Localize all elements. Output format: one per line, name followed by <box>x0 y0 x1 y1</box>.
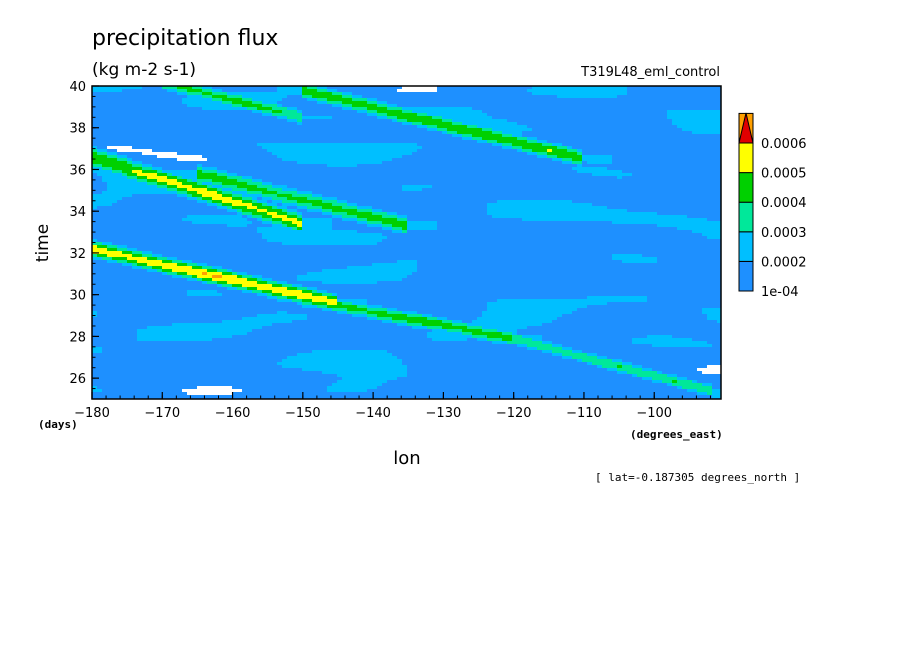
x-tick-label: −160 <box>215 406 251 421</box>
x-tick-label: −150 <box>285 406 321 421</box>
chart-title: precipitation flux <box>92 26 278 51</box>
colorbar-label: 0.0006 <box>761 137 807 152</box>
x-tick-label: −130 <box>426 406 462 421</box>
y-tick-label: 32 <box>69 247 86 262</box>
x-tick-label: −140 <box>355 406 391 421</box>
experiment-label: T319L48_eml_control <box>580 65 720 80</box>
y-tick-label: 40 <box>69 80 86 95</box>
y-axis-units: (days) <box>38 418 78 431</box>
colorbar-swatch <box>738 142 754 174</box>
colorbar-swatch <box>738 260 754 292</box>
colorbar-arrow <box>738 112 754 144</box>
y-tick-label: 30 <box>69 289 86 304</box>
y-tick-label: 34 <box>69 205 86 220</box>
colorbar: 1e-04 0.0002 0.0003 0.0004 0.0005 0.0006 <box>738 112 807 300</box>
colorbar-label: 1e-04 <box>761 285 799 300</box>
colorbar-label: 0.0002 <box>761 255 807 270</box>
colorbar-label: 0.0004 <box>761 196 807 211</box>
colorbar-swatch <box>738 231 754 262</box>
y-axis: 26 28 30 32 34 36 38 40 <box>69 80 99 400</box>
x-tick-label: −110 <box>566 406 602 421</box>
latitude-footnote: [ lat=-0.187305 degrees_north ] <box>595 471 800 484</box>
x-axis-label: lon <box>393 448 420 469</box>
colorbar-swatch <box>738 201 754 233</box>
y-axis-label: time <box>33 224 53 262</box>
colorbar-label: 0.0003 <box>761 226 807 241</box>
y-tick-label: 36 <box>69 163 86 178</box>
x-tick-label: −180 <box>74 406 110 421</box>
x-tick-label: −100 <box>636 406 672 421</box>
chart-units: (kg m-2 s-1) <box>92 60 196 80</box>
x-tick-label: −170 <box>144 406 180 421</box>
x-tick-label: −120 <box>496 406 532 421</box>
colorbar-label: 0.0005 <box>761 167 807 182</box>
x-axis: −180 −170 −160 −150 −140 −130 −120 −110 −100 <box>74 392 711 421</box>
colorbar-swatch <box>738 172 754 203</box>
y-tick-label: 28 <box>69 330 86 345</box>
y-tick-label: 26 <box>69 372 86 387</box>
x-axis-units: (degrees_east) <box>630 428 723 441</box>
precipitation-field <box>92 86 722 400</box>
y-tick-label: 38 <box>69 122 86 137</box>
